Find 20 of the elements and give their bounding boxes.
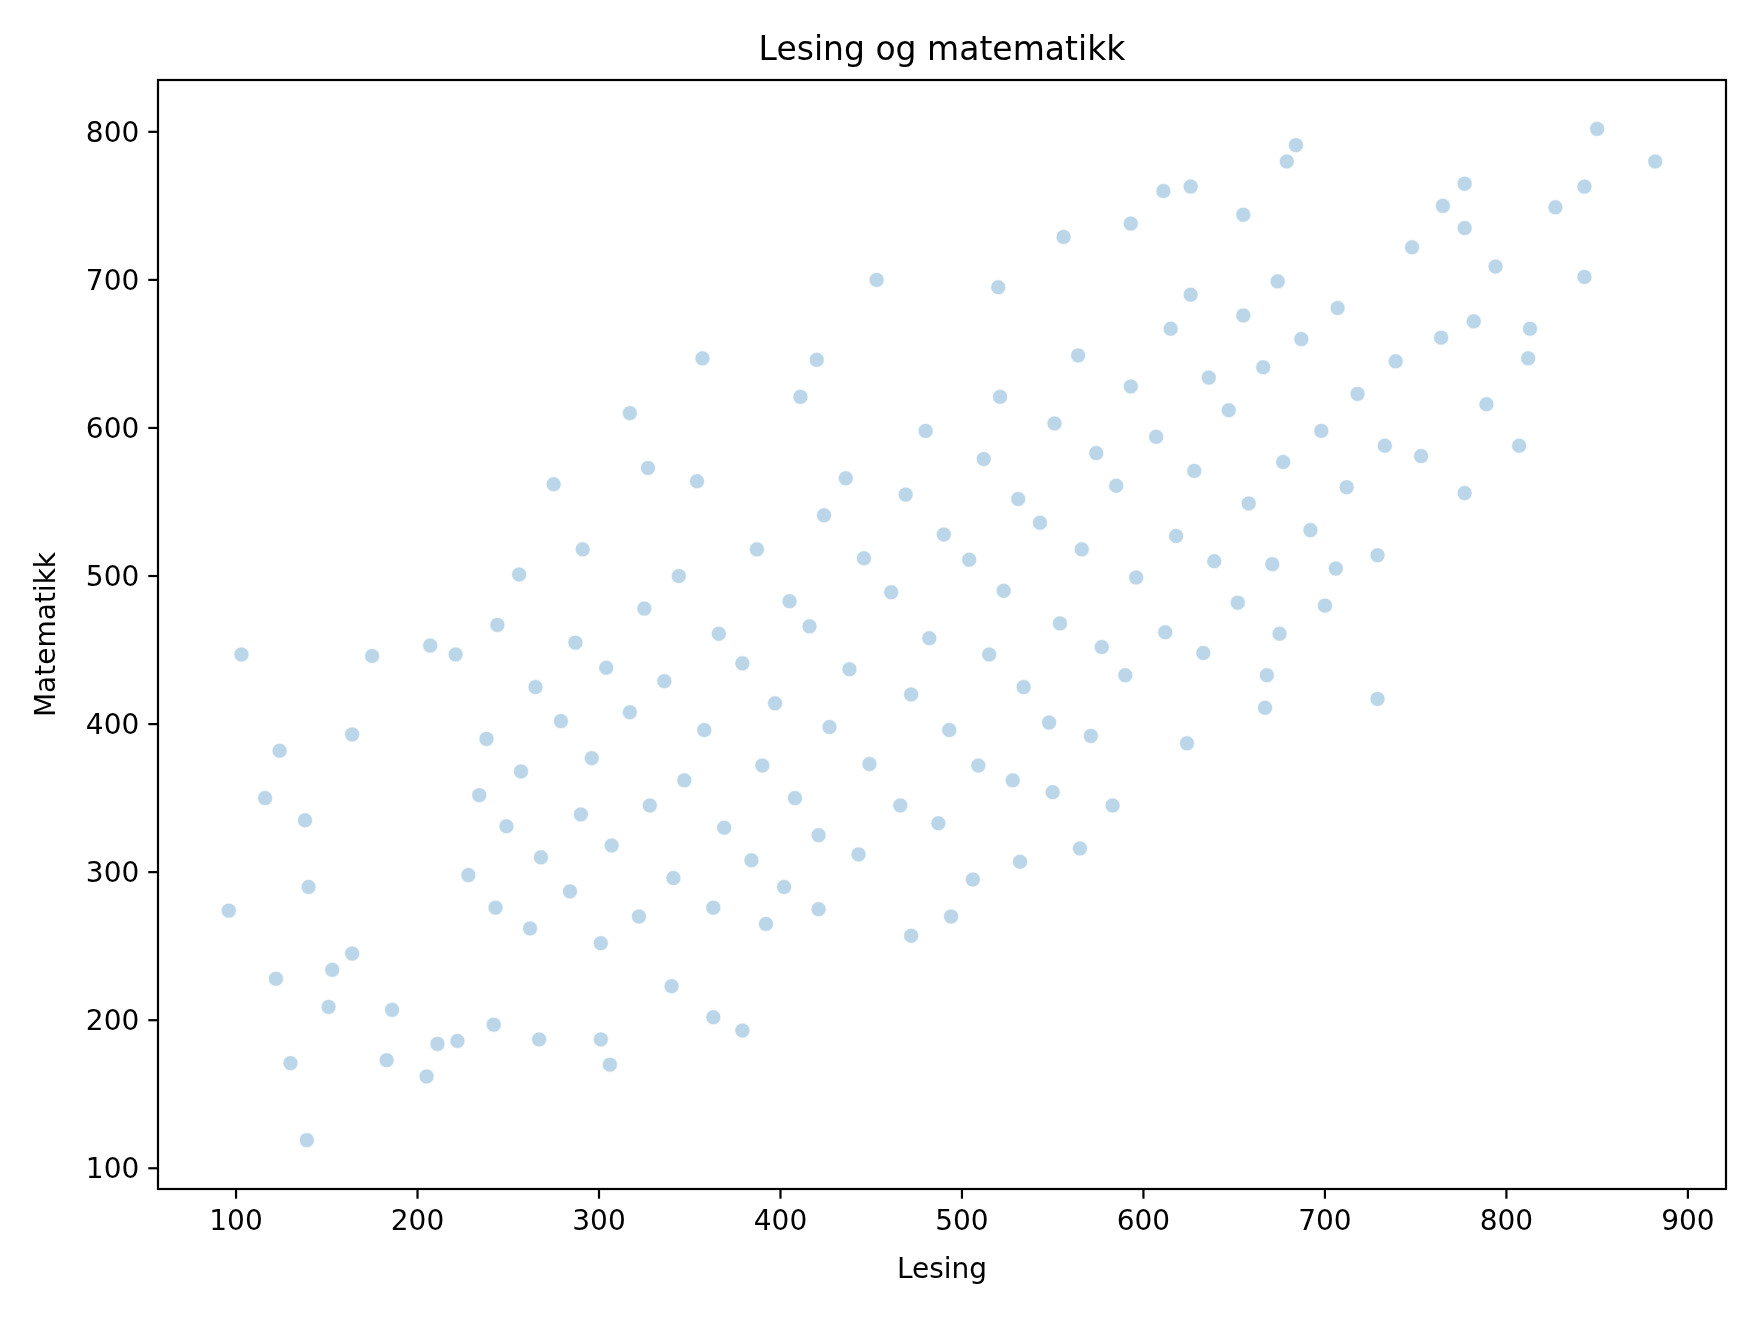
- x-tick-label: 600: [1116, 1204, 1171, 1238]
- x-tick-label: 400: [753, 1204, 808, 1238]
- x-tick-label: 200: [390, 1204, 445, 1238]
- y-tick-label: 100: [85, 1152, 140, 1186]
- y-tick-label: 500: [85, 559, 140, 593]
- x-tick-label: 900: [1661, 1204, 1715, 1238]
- y-tick-label: 800: [85, 115, 140, 149]
- y-tick-label: 300: [85, 855, 140, 889]
- y-tick-label: 700: [85, 263, 140, 297]
- y-tick-label: 200: [85, 1004, 140, 1038]
- x-tick-label: 300: [572, 1204, 626, 1238]
- x-tick-label: 800: [1479, 1204, 1534, 1238]
- y-tick-label: 400: [85, 707, 140, 741]
- x-tick-label: 700: [1298, 1204, 1352, 1238]
- y-tick-label: 600: [85, 411, 140, 445]
- y-axis-title: Matematikk: [28, 551, 62, 718]
- x-tick-label: 500: [935, 1204, 989, 1238]
- x-tick-label: 100: [209, 1204, 263, 1238]
- chart-title: Lesing og matematikk: [758, 28, 1127, 68]
- x-axis-title: Lesing: [896, 1251, 988, 1285]
